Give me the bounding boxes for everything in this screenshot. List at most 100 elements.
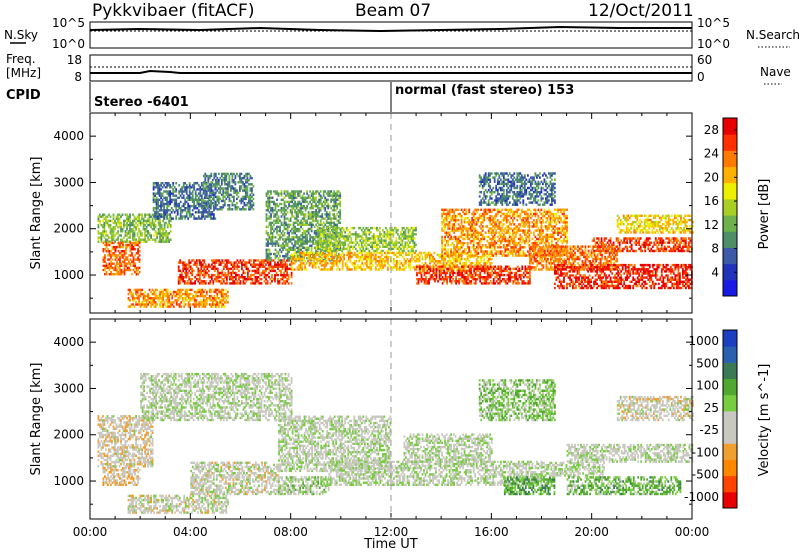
scatter-cell — [163, 209, 165, 212]
scatter-cell — [230, 189, 232, 192]
scatter-cell — [229, 267, 231, 270]
scatter-cell — [445, 262, 448, 265]
scatter-cell — [111, 228, 113, 231]
scatter-cell — [438, 273, 441, 277]
scatter-cell — [265, 192, 268, 195]
scatter-cell — [164, 186, 167, 189]
scatter-cell — [170, 200, 173, 204]
scatter-cell — [260, 282, 263, 285]
scatter-cell — [315, 209, 317, 212]
scatter-cell — [213, 269, 216, 273]
scatter-cell — [294, 190, 296, 193]
scatter-cell — [283, 192, 286, 195]
scatter-cell — [105, 243, 108, 247]
scatter-cell — [448, 264, 451, 267]
scatter-cell — [283, 207, 286, 210]
scatter-cell — [268, 236, 271, 239]
scatter-cell — [163, 204, 165, 208]
scatter-cell — [102, 268, 105, 272]
scatter-cell — [105, 264, 108, 267]
scatter-cell — [446, 269, 448, 273]
scatter-cell — [126, 262, 129, 265]
scatter-cell — [400, 231, 402, 234]
scatter-cell — [316, 204, 319, 208]
scatter-cell — [138, 241, 141, 245]
scatter-cell — [387, 260, 389, 263]
scatter-cell — [164, 182, 167, 185]
scatter-cell — [365, 237, 368, 240]
scatter-cell — [474, 265, 477, 268]
scatter-cell — [117, 215, 119, 218]
scatter-cell — [314, 266, 317, 269]
scatter-cell — [519, 273, 522, 277]
scatter-cell — [333, 235, 336, 238]
scatter-cell — [221, 261, 224, 264]
scatter-cell — [407, 226, 410, 230]
scatter-cell — [124, 223, 127, 227]
scatter-cell — [224, 265, 227, 268]
scatter-cell — [380, 239, 383, 242]
scatter-cell — [142, 294, 145, 298]
scatter-cell — [125, 250, 127, 253]
scatter-cell — [513, 273, 516, 277]
scatter-cell — [455, 265, 457, 268]
scatter-cell — [332, 255, 335, 259]
scatter-cell — [274, 204, 277, 208]
scatter-cell — [480, 269, 483, 273]
scatter-cell — [320, 260, 323, 263]
scatter-cell — [176, 211, 179, 214]
scatter-cell — [272, 259, 275, 262]
scatter-cell — [341, 268, 344, 271]
scatter-cell — [231, 185, 234, 188]
scatter-cell — [480, 267, 483, 270]
scatter-cell — [432, 278, 435, 281]
scatter-cell — [364, 257, 367, 261]
scatter-cell — [268, 217, 271, 220]
scatter-cell — [198, 301, 201, 304]
scatter-cell — [446, 282, 448, 285]
scatter-cell — [277, 192, 280, 195]
scatter-cell — [376, 229, 378, 232]
scatter-cell — [292, 244, 295, 247]
scatter-cell — [147, 230, 149, 233]
scatter-cell — [456, 265, 459, 268]
scatter-cell — [405, 253, 407, 257]
scatter-cell — [223, 191, 226, 194]
scatter-cell — [297, 192, 299, 195]
scatter-cell — [182, 182, 185, 185]
scatter-cell — [111, 230, 113, 233]
scatter-cell — [319, 262, 322, 265]
scatter-cell — [413, 229, 416, 232]
scatter-cell — [155, 209, 158, 212]
scatter-cell — [157, 204, 159, 208]
scatter-cell — [120, 270, 123, 274]
scatter-cell — [109, 215, 112, 218]
scatter-cell — [445, 233, 448, 236]
scatter-cell — [368, 239, 371, 242]
scatter-cell — [432, 257, 434, 261]
scatter-cell — [308, 264, 311, 267]
scatter-cell — [353, 260, 356, 263]
scatter-cell — [225, 301, 228, 304]
scatter-cell — [303, 246, 305, 249]
scatter-cell — [424, 255, 427, 259]
scatter-cell — [456, 257, 458, 261]
scatter-cell — [117, 232, 119, 235]
scatter-cell — [299, 262, 302, 265]
scatter-cell — [250, 282, 252, 285]
scatter-cell — [316, 221, 319, 224]
scatter-cell — [392, 243, 395, 246]
scatter-cell — [274, 265, 276, 268]
scatter-cell — [172, 209, 175, 212]
scatter-cell — [204, 303, 207, 306]
scatter-cell — [105, 241, 108, 245]
scatter-cell — [220, 301, 223, 304]
scatter-cell — [130, 290, 133, 294]
scatter-cell — [263, 261, 266, 264]
scatter-cell — [209, 213, 212, 216]
scatter-cell — [168, 219, 171, 223]
scatter-cell — [334, 198, 337, 201]
scatter-cell — [317, 231, 320, 234]
scatter-cell — [106, 223, 109, 227]
scatter-cell — [216, 183, 219, 186]
